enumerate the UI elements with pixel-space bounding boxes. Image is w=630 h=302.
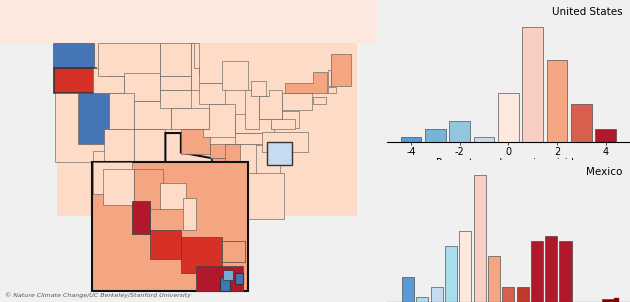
Bar	[531, 241, 543, 302]
Bar	[595, 129, 616, 143]
Polygon shape	[55, 94, 105, 162]
Bar	[498, 93, 518, 143]
Bar	[402, 277, 414, 302]
Bar	[522, 27, 543, 143]
Bar	[602, 299, 615, 302]
Polygon shape	[235, 133, 274, 144]
Polygon shape	[192, 43, 199, 76]
Bar	[474, 137, 495, 143]
Polygon shape	[203, 104, 235, 137]
Polygon shape	[53, 43, 93, 68]
Bar	[445, 246, 457, 302]
Polygon shape	[331, 54, 352, 86]
Polygon shape	[246, 90, 260, 130]
Polygon shape	[251, 81, 266, 96]
Bar	[459, 231, 471, 302]
Polygon shape	[235, 114, 274, 133]
Polygon shape	[312, 97, 326, 104]
Polygon shape	[235, 273, 243, 284]
Polygon shape	[199, 83, 225, 104]
Text: © Nature Climate Change/UC Berkeley/Stanford University: © Nature Climate Change/UC Berkeley/Stan…	[5, 293, 191, 298]
Polygon shape	[108, 94, 134, 130]
Polygon shape	[260, 90, 282, 119]
Polygon shape	[92, 162, 248, 291]
Text: Mexico: Mexico	[587, 167, 622, 177]
Polygon shape	[220, 277, 230, 291]
Polygon shape	[328, 87, 336, 94]
Polygon shape	[134, 101, 171, 130]
Polygon shape	[105, 130, 134, 170]
Polygon shape	[54, 68, 96, 94]
Polygon shape	[150, 230, 181, 259]
Polygon shape	[181, 237, 222, 273]
Bar	[559, 241, 571, 302]
Bar	[416, 297, 428, 302]
Polygon shape	[134, 169, 163, 208]
Bar	[474, 175, 486, 302]
Polygon shape	[160, 76, 192, 90]
Bar	[571, 104, 592, 143]
Text: United States: United States	[552, 7, 622, 17]
Bar	[425, 129, 445, 143]
Polygon shape	[171, 108, 209, 130]
Polygon shape	[57, 43, 357, 216]
Polygon shape	[132, 201, 150, 234]
Polygon shape	[181, 130, 210, 154]
Polygon shape	[160, 183, 186, 208]
Polygon shape	[240, 144, 258, 178]
Polygon shape	[0, 0, 387, 43]
Polygon shape	[197, 266, 243, 291]
Polygon shape	[93, 68, 124, 94]
Polygon shape	[103, 169, 134, 205]
Polygon shape	[225, 144, 243, 177]
Bar	[502, 287, 514, 302]
Polygon shape	[183, 198, 197, 230]
Polygon shape	[160, 43, 192, 76]
Polygon shape	[328, 70, 331, 86]
Bar	[517, 287, 529, 302]
Polygon shape	[98, 43, 160, 76]
Polygon shape	[262, 132, 307, 153]
Polygon shape	[266, 142, 292, 165]
Polygon shape	[124, 72, 159, 101]
Polygon shape	[285, 72, 326, 94]
Polygon shape	[246, 172, 284, 219]
Polygon shape	[192, 43, 225, 90]
Polygon shape	[272, 111, 299, 128]
Polygon shape	[147, 133, 213, 210]
Bar	[431, 287, 443, 302]
Bar	[545, 236, 558, 302]
Bar	[449, 120, 470, 143]
Polygon shape	[77, 94, 108, 144]
Polygon shape	[93, 162, 132, 194]
Polygon shape	[256, 144, 280, 178]
Polygon shape	[272, 119, 295, 130]
Polygon shape	[210, 144, 243, 158]
Bar	[547, 60, 568, 143]
Polygon shape	[223, 270, 232, 281]
Bar	[488, 256, 500, 302]
Polygon shape	[160, 90, 192, 108]
Polygon shape	[282, 94, 312, 110]
Polygon shape	[134, 130, 166, 170]
Polygon shape	[212, 158, 239, 187]
Bar	[401, 137, 421, 143]
X-axis label: Percentage change in suicide
rate per °C: Percentage change in suicide rate per °C	[437, 158, 580, 180]
Polygon shape	[222, 61, 248, 90]
Polygon shape	[222, 241, 246, 262]
